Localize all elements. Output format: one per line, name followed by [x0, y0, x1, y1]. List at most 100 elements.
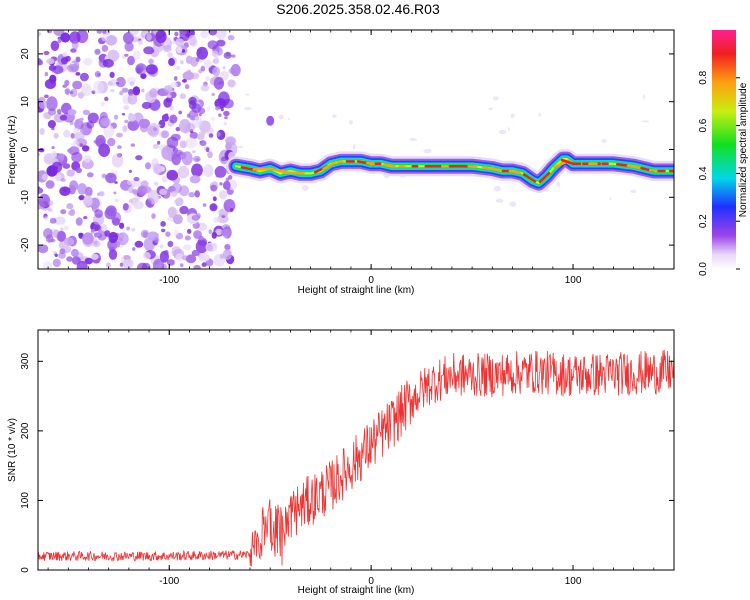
- noise-speckle: [182, 71, 195, 81]
- noise-speckle: [179, 119, 191, 133]
- x-tick-label: -100: [159, 576, 179, 587]
- noise-speckle: [166, 136, 179, 149]
- figure-title: S206.2025.358.02.46.R03: [276, 1, 440, 17]
- noise-speckle: [185, 137, 197, 149]
- noise-speckle: [630, 189, 637, 194]
- noise-speckle: [163, 85, 174, 93]
- noise-speckle: [59, 227, 64, 232]
- noise-speckle: [217, 214, 229, 224]
- noise-speckle: [38, 153, 41, 156]
- noise-speckle: [42, 261, 53, 269]
- noise-speckle: [495, 198, 504, 203]
- noise-speckle: [218, 113, 222, 117]
- spectrogram-y-axis-label: Frequency (Hz): [7, 116, 18, 185]
- noise-speckle: [218, 190, 228, 200]
- noise-speckle: [211, 92, 215, 97]
- noise-speckle: [60, 57, 69, 65]
- noise-speckle: [146, 33, 152, 41]
- noise-speckle: [143, 46, 155, 55]
- noise-speckle: [49, 74, 57, 84]
- noise-speckle: [222, 180, 231, 190]
- noise-speckle: [60, 209, 67, 215]
- x-tick-label: -100: [159, 275, 179, 286]
- noise-speckle: [76, 260, 88, 269]
- noise-speckle: [175, 65, 181, 71]
- noise-speckle: [101, 173, 107, 179]
- noise-speckle: [183, 244, 192, 251]
- noise-speckle: [223, 121, 228, 126]
- noise-speckle: [137, 185, 148, 196]
- noise-speckle: [108, 231, 118, 244]
- noise-speckle: [80, 129, 84, 133]
- noise-speckle: [492, 96, 499, 101]
- noise-speckle: [70, 90, 74, 95]
- noise-speckle: [642, 94, 645, 100]
- noise-speckle: [73, 132, 85, 141]
- noise-speckle: [63, 225, 69, 231]
- noise-speckle: [121, 87, 129, 93]
- noise-speckle: [115, 198, 119, 202]
- noise-speckle: [223, 52, 232, 59]
- noise-speckle: [60, 178, 66, 182]
- trace-hot-segment: [252, 167, 272, 171]
- noise-speckle: [71, 40, 79, 50]
- noise-speckle: [70, 133, 75, 139]
- noise-speckle: [205, 76, 210, 81]
- noise-speckle: [119, 262, 124, 267]
- noise-speckle: [77, 91, 85, 99]
- noise-speckle: [133, 176, 140, 182]
- noise-speckle: [75, 217, 83, 226]
- noise-speckle: [193, 230, 202, 239]
- noise-speckle: [206, 106, 211, 111]
- noise-speckle: [188, 192, 195, 198]
- noise-speckle: [113, 191, 117, 195]
- noise-speckle: [122, 32, 134, 44]
- noise-speckle: [301, 185, 309, 191]
- noise-speckle: [64, 88, 71, 95]
- noise-speckle: [63, 188, 68, 192]
- noise-speckle: [167, 94, 172, 99]
- colorbar-tick-label: 0.6: [698, 118, 709, 132]
- noise-speckle: [93, 232, 101, 238]
- noise-speckle: [103, 124, 115, 138]
- noise-speckle: [349, 119, 353, 125]
- noise-speckle: [151, 213, 156, 219]
- noise-speckle: [278, 114, 284, 120]
- noise-speckle: [58, 241, 66, 249]
- noise-speckle: [70, 88, 78, 98]
- noise-speckle: [138, 118, 150, 129]
- noise-speckle: [213, 216, 221, 223]
- noise-speckle: [75, 72, 81, 76]
- noise-speckle: [160, 221, 166, 227]
- noise-speckle: [69, 31, 81, 44]
- noise-speckle: [179, 263, 184, 268]
- noise-speckle: [54, 216, 66, 225]
- noise-speckle: [208, 133, 214, 138]
- noise-speckle: [287, 117, 291, 121]
- noise-speckle: [132, 86, 141, 96]
- noise-speckle: [173, 76, 178, 81]
- noise-speckle: [180, 60, 184, 65]
- noise-speckle: [38, 244, 49, 254]
- noise-speckle: [59, 248, 66, 255]
- noise-speckle: [48, 200, 54, 206]
- noise-speckle: [119, 90, 124, 96]
- noise-speckle: [114, 181, 118, 184]
- noise-speckle: [44, 94, 49, 99]
- noise-speckle: [128, 199, 134, 203]
- noise-speckle: [72, 80, 83, 90]
- noise-speckle: [191, 214, 200, 221]
- noise-speckle: [82, 232, 94, 245]
- noise-speckle: [52, 258, 61, 268]
- noise-speckle: [94, 71, 101, 78]
- noise-speckle: [185, 55, 193, 64]
- noise-speckle: [81, 83, 92, 97]
- noise-speckle: [122, 203, 129, 211]
- noise-speckle: [224, 116, 228, 120]
- noise-speckle: [154, 181, 159, 186]
- noise-speckle: [227, 35, 235, 41]
- noise-speckle: [44, 71, 49, 77]
- noise-speckle: [90, 253, 99, 260]
- noise-speckle: [66, 203, 74, 210]
- noise-speckle: [197, 133, 205, 140]
